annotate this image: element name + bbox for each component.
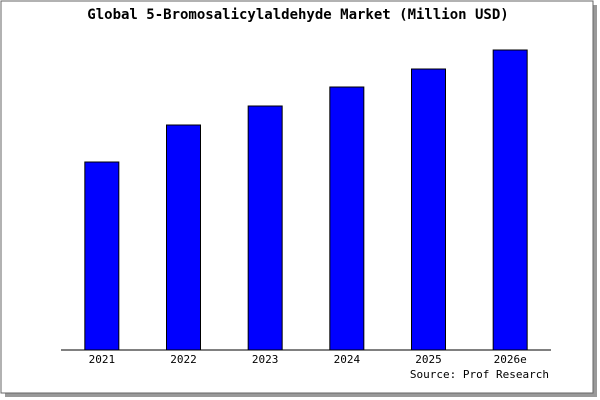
bar (329, 86, 365, 351)
bar (247, 105, 283, 351)
x-tick-label: 2025 (415, 353, 442, 366)
x-tick-label: 2022 (170, 353, 197, 366)
x-tick-label: 2023 (252, 353, 279, 366)
x-tick-label: 2026e (494, 353, 527, 366)
source-note: Source: Prof Research (410, 368, 549, 381)
bar (84, 161, 120, 351)
bar (492, 49, 528, 351)
chart-title: Global 5-Bromosalicylaldehyde Market (Mi… (87, 7, 508, 23)
bar (166, 124, 201, 351)
x-tick-label: 2021 (89, 353, 116, 366)
x-tick-label: 2024 (334, 353, 361, 366)
bar (411, 68, 446, 351)
